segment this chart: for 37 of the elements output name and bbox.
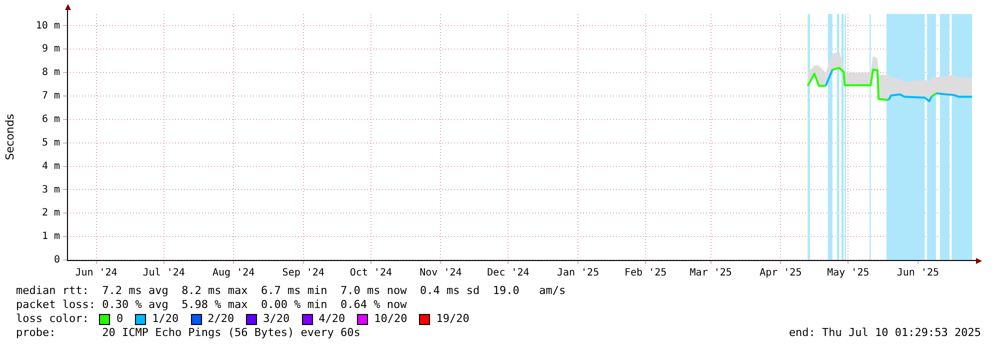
legend-title: loss color:	[16, 312, 90, 326]
x-tick-label: May '25	[827, 268, 870, 279]
x-tick-label: Nov '24	[420, 268, 462, 279]
text: probe: 20 ICMP Echo Pings (56 Bytes) every 60s	[16, 326, 360, 340]
x-tick-label: Jul '24	[142, 268, 185, 279]
x-tick-label: Sep '24	[282, 268, 324, 279]
y-tick-label: 10 m	[36, 20, 60, 32]
legend-label: 19/20	[436, 312, 470, 326]
legend-label: 2/20	[208, 312, 234, 326]
x-tick-label: Dec '24	[487, 268, 530, 279]
x-tick-label: Oct '24	[350, 268, 392, 279]
y-tick-label: 9 m	[42, 44, 60, 55]
y-tick-label: 0	[54, 254, 60, 266]
x-tick-label: Jun '25	[896, 268, 940, 279]
text: median rtt: 7.2 ms avg 8.2 ms max 6.7 ms min 7.0 ms now 0.4 ms sd 19.0 am/s	[16, 284, 566, 298]
legend-label: 4/20	[318, 312, 346, 326]
x-tick-label: Aug '24	[212, 268, 255, 279]
y-tick-label: 1 m	[42, 231, 60, 242]
legend-label: 1/20	[152, 312, 179, 326]
y-tick-label: 3 m	[42, 184, 60, 196]
legend-label: 3/20	[263, 312, 290, 326]
y-tick-label: 5 m	[42, 137, 60, 148]
legend-label: 0	[116, 312, 124, 326]
text: end: Thu Jul 10 01:29:53 2025	[788, 326, 981, 339]
legend-label: 10/20	[374, 312, 408, 326]
x-tick-label: Apr '25	[760, 268, 802, 279]
x-tick-label: Feb '25	[624, 268, 667, 279]
text: packet loss: 0.30 % avg 5.98 % max 0.00 % min 0.64 % now	[16, 298, 407, 312]
x-tick-label: Mar '25	[690, 268, 732, 279]
y-tick-label: 4 m	[42, 160, 60, 172]
y-axis-title: Seconds	[3, 114, 16, 160]
y-tick-label: 6 m	[42, 114, 60, 126]
x-tick-label: Jan '25	[556, 268, 600, 279]
y-tick-label: 2 m	[42, 208, 60, 219]
y-tick-label: 7 m	[42, 90, 60, 102]
y-tick-label: 8 m	[42, 67, 60, 78]
x-tick-label: Jun '24	[75, 268, 118, 279]
